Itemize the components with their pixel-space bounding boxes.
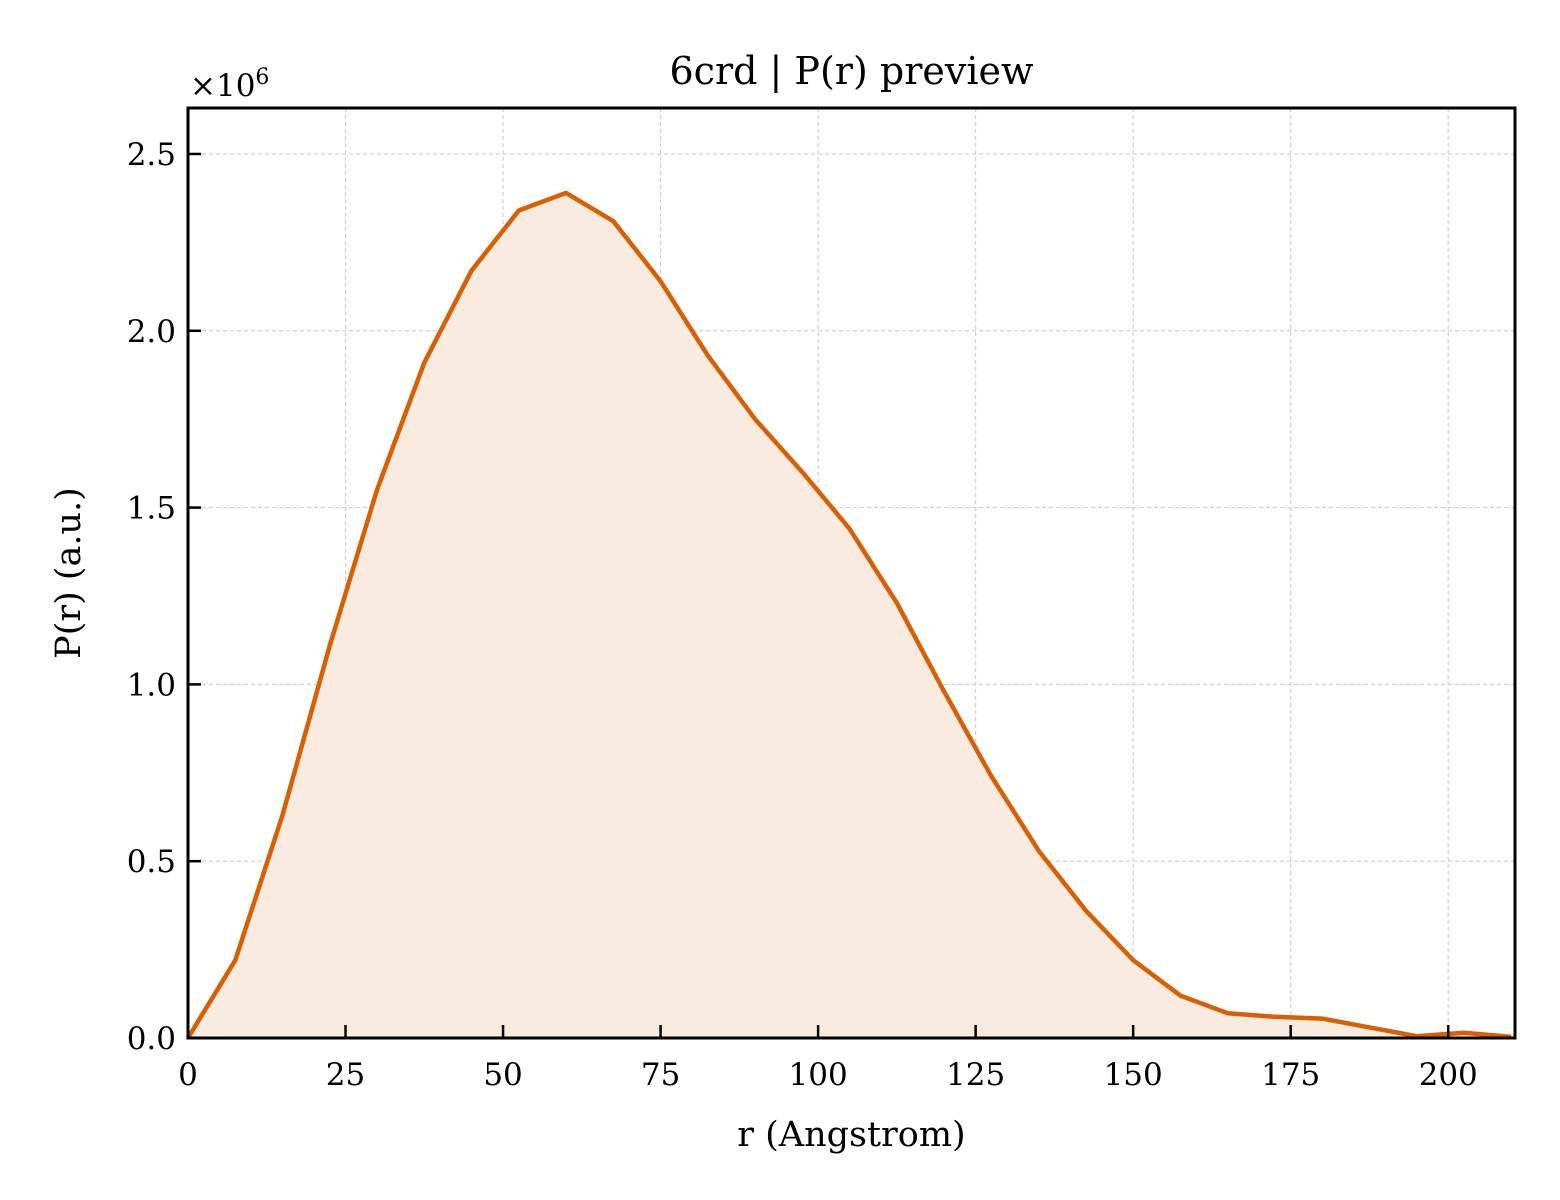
y-tick-label: 0.0 [127,1021,176,1057]
y-scale-multiplier-base: ×10 [190,68,255,104]
y-tick-label: 0.5 [127,844,176,880]
y-tick-label: 1.5 [127,491,176,527]
x-tick-label: 75 [641,1057,680,1093]
y-tick-label: 2.5 [127,137,176,173]
chart-title: 6crd | P(r) preview [670,49,1034,93]
x-tick-label: 175 [1261,1057,1320,1093]
x-tick-label: 125 [946,1057,1005,1093]
x-tick-label: 150 [1104,1057,1163,1093]
y-tick-label: 2.0 [127,314,176,350]
x-tick-label: 200 [1419,1057,1478,1093]
y-tick-labels: 0.0 0.5 1.0 1.5 2.0 2.5 [127,137,176,1057]
x-tick-labels: 0 25 50 75 100 125 150 175 200 [178,1057,1478,1093]
plot-frame [186,106,1517,1040]
pr-area-fill [188,192,1512,1038]
y-scale-multiplier: ×106 [190,65,269,104]
x-tick-label: 0 [178,1057,198,1093]
axis-ticks [186,152,1450,1040]
x-tick-label: 25 [326,1057,365,1093]
pr-series-line [186,190,1512,1040]
y-tick-label: 1.0 [127,667,176,703]
x-tick-label: 50 [483,1057,522,1093]
x-axis-label: r (Angstrom) [737,1115,965,1155]
x-tick-label: 100 [789,1057,848,1093]
y-scale-multiplier-exponent: 6 [255,65,269,90]
y-axis-label: P(r) (a.u.) [49,487,89,659]
